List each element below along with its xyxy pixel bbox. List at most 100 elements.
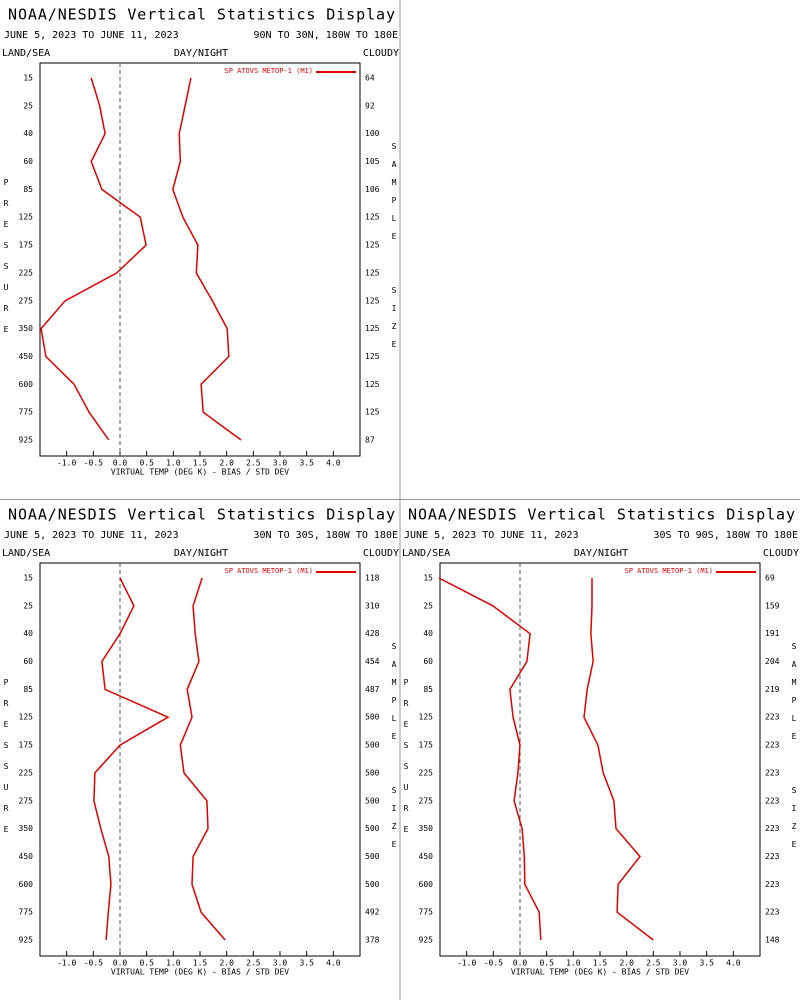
pressure-label: 15	[23, 74, 33, 83]
pressure-label: 175	[419, 741, 434, 750]
sample-size: 223	[765, 880, 780, 889]
sample-size: 223	[765, 824, 780, 833]
sample-size: 500	[365, 852, 380, 861]
sample-size: 125	[365, 352, 380, 361]
pressure-label: 600	[19, 880, 34, 889]
x-axis-label: VIRTUAL TEMP (DEG K) - BIAS / STD DEV	[111, 468, 289, 477]
sample-size: 125	[365, 408, 380, 417]
profile-line	[93, 577, 170, 941]
x-tick-label: 2.5	[246, 959, 261, 968]
sample-size: 100	[365, 129, 380, 138]
x-tick-label: -1.0	[57, 959, 76, 968]
pressure-label: 25	[423, 601, 433, 610]
x-tick-label: 0.0	[113, 959, 128, 968]
sample-size: 125	[365, 380, 380, 389]
x-tick-label: 2.5	[646, 959, 661, 968]
pressure-label: 275	[419, 796, 434, 805]
panel: NOAA/NESDIS Vertical Statistics Display J…	[2, 6, 399, 477]
land-sea-label: LAND/SEA	[402, 548, 450, 559]
cloudy-label: CLOUDY	[363, 48, 399, 59]
sample-size: 125	[365, 324, 380, 333]
pressure-label: 175	[19, 241, 34, 250]
region: 30S TO 90S, 180W TO 180E	[654, 530, 799, 541]
day-night-label: DAY/NIGHT	[574, 548, 628, 559]
x-tick-label: -0.5	[84, 959, 103, 968]
pressure-label: 925	[19, 436, 34, 445]
x-tick-label: 2.0	[219, 959, 234, 968]
legend-label: SP ATOVS METOP-1 (M1)	[624, 567, 713, 575]
pressure-label: 85	[23, 685, 33, 694]
sample-size: 223	[765, 741, 780, 750]
pressure-label: 15	[23, 574, 33, 583]
sample-size: 310	[365, 601, 380, 610]
x-tick-label: 3.0	[273, 459, 288, 468]
pressure-label: 225	[419, 768, 434, 777]
profile-line	[40, 77, 147, 441]
date-range: JUNE 5, 2023 TO JUNE 11, 2023	[4, 530, 179, 541]
pressure-label: 60	[23, 157, 33, 166]
legend-label: SP ATOVS METOP-1 (M1)	[224, 67, 313, 75]
pressure-label: 85	[423, 685, 433, 694]
sample-size: 223	[765, 852, 780, 861]
x-tick-label: 3.0	[673, 959, 688, 968]
pressure-label: 450	[419, 852, 434, 861]
x-tick-label: 0.0	[113, 459, 128, 468]
sample-size: 223	[765, 908, 780, 917]
pressure-label: 350	[19, 824, 34, 833]
x-tick-label: 1.0	[566, 959, 581, 968]
pressure-label: 775	[19, 908, 34, 917]
pressure-label: 450	[19, 852, 34, 861]
x-tick-label: 0.0	[513, 959, 528, 968]
sample-size: 500	[365, 768, 380, 777]
sample-size: 500	[365, 824, 380, 833]
profile-line	[179, 577, 226, 941]
sample-size: 223	[765, 796, 780, 805]
x-tick-label: 1.5	[193, 959, 208, 968]
pressure-label: 125	[19, 213, 34, 222]
panel-title: NOAA/NESDIS Vertical Statistics Display	[408, 506, 795, 524]
x-tick-label: 1.0	[166, 959, 181, 968]
pressure-label: 175	[19, 741, 34, 750]
sample-size: 125	[365, 213, 380, 222]
x-tick-label: 3.5	[299, 459, 314, 468]
sample-size: 492	[365, 908, 380, 917]
pressure-label: 125	[419, 713, 434, 722]
pressure-label: 60	[423, 657, 433, 666]
pressure-label: 275	[19, 296, 34, 305]
profile-line	[172, 77, 242, 441]
x-tick-label: 1.5	[593, 959, 608, 968]
pressure-label: 125	[19, 713, 34, 722]
sample-size: 148	[765, 936, 780, 945]
sample-size: 106	[365, 185, 380, 194]
pressure-label: 225	[19, 268, 34, 277]
pressure-label: 350	[419, 824, 434, 833]
cloudy-label: CLOUDY	[363, 548, 399, 559]
sample-size: 454	[365, 657, 380, 666]
profile-line	[583, 578, 654, 941]
pressure-label: 15	[423, 574, 433, 583]
panel: NOAA/NESDIS Vertical Statistics Display J…	[2, 506, 399, 977]
pressure-label: 450	[19, 352, 34, 361]
x-tick-label: 1.0	[166, 459, 181, 468]
pressure-label: 25	[23, 101, 33, 110]
pressure-label: 925	[19, 936, 34, 945]
x-tick-label: 2.0	[219, 459, 234, 468]
pressure-label: 40	[423, 629, 433, 638]
sample-size: 219	[765, 685, 780, 694]
pressure-label: 350	[19, 324, 34, 333]
panel-title: NOAA/NESDIS Vertical Statistics Display	[8, 6, 395, 24]
x-tick-label: 3.0	[273, 959, 288, 968]
x-tick-label: 4.0	[726, 959, 741, 968]
sample-size: 64	[365, 74, 375, 83]
profile-line	[438, 577, 542, 941]
sample-size: 500	[365, 796, 380, 805]
x-tick-label: -0.5	[484, 959, 503, 968]
sample-size: 159	[765, 601, 780, 610]
day-night-label: DAY/NIGHT	[174, 48, 228, 59]
sample-size: 125	[365, 268, 380, 277]
sample-size: 125	[365, 241, 380, 250]
